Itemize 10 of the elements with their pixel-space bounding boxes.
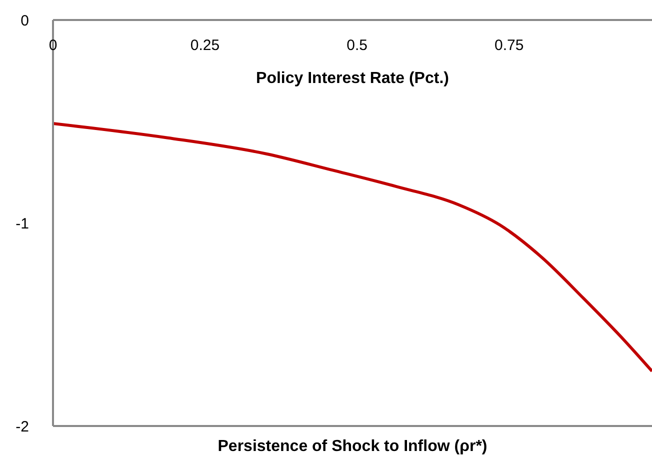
x-tick-label: 0.25 — [190, 37, 220, 54]
line-series — [53, 122, 652, 373]
y-axis-title: Policy Interest Rate (Pct.) — [255, 70, 450, 88]
x-tick-label: 0.75 — [494, 37, 524, 54]
x-tick-label: 0.5 — [346, 37, 368, 54]
x-tick-label: 0 — [48, 37, 58, 54]
y-tick-label: 0 — [20, 12, 29, 30]
y-tick-label: -2 — [16, 418, 29, 436]
y-tick-label: -1 — [16, 215, 29, 232]
x-axis-title: Persistence of Shock to Inflow (ρr*) — [216, 438, 488, 456]
